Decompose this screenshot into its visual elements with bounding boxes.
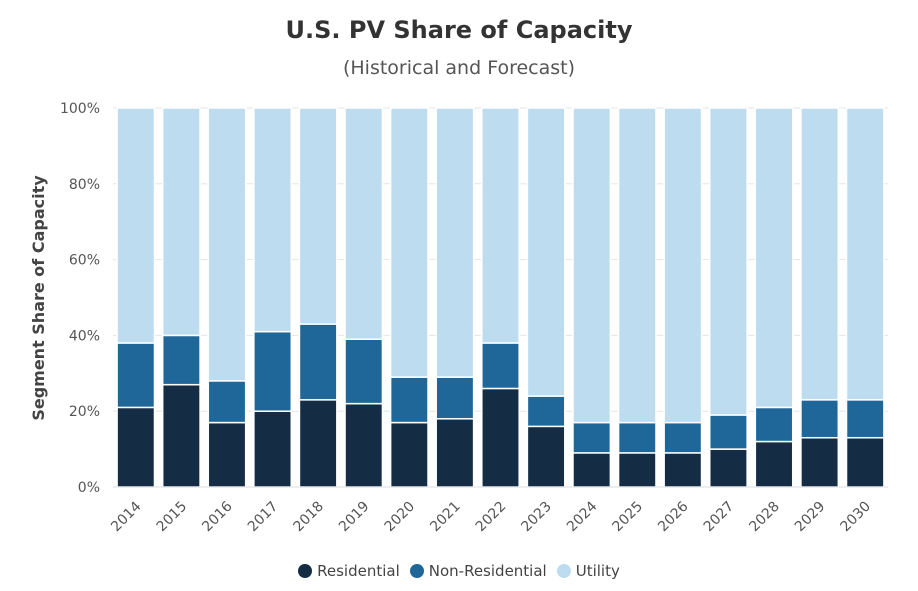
bar-segment-utility xyxy=(617,107,657,424)
bar-segment-utility xyxy=(161,107,201,337)
bar-segment-utility xyxy=(572,107,612,424)
bar-segment-utility xyxy=(298,107,338,325)
bar-segment-utility xyxy=(344,107,384,340)
bar-segment-non-residential xyxy=(481,342,520,390)
bar-segment-residential xyxy=(572,452,612,488)
bar-segment-utility xyxy=(389,107,429,378)
x-tick-label: 2021 xyxy=(427,499,464,536)
bar-segment-residential xyxy=(526,425,566,488)
bar-segment-non-residential xyxy=(800,399,840,439)
bar-segment-non-residential xyxy=(845,399,885,439)
y-tick-label: 60% xyxy=(69,253,100,269)
x-tick-label: 2020 xyxy=(382,499,419,536)
legend-item-residential: Residential xyxy=(298,562,400,580)
bar-segment-non-residential xyxy=(435,376,475,420)
y-tick-label: 80% xyxy=(69,177,100,193)
bar-segment-utility xyxy=(526,107,566,397)
legend-swatch xyxy=(298,564,313,578)
legend-label: Residential xyxy=(317,562,400,580)
bar-segment-residential xyxy=(389,421,429,488)
x-tick-label: 2023 xyxy=(518,499,555,536)
x-tick-label: 2014 xyxy=(108,498,145,535)
legend-label: Non-Residential xyxy=(428,562,547,580)
bar-segment-non-residential xyxy=(617,421,657,454)
bar-segment-non-residential xyxy=(389,376,429,424)
y-tick-label: 100% xyxy=(60,101,100,117)
chart-title: U.S. PV Share of Capacity xyxy=(285,16,633,44)
bar-segment-residential xyxy=(845,436,885,488)
bar-segment-utility xyxy=(116,107,156,344)
bar-segment-non-residential xyxy=(116,342,156,409)
x-tick-label: 2024 xyxy=(564,498,601,535)
y-axis-label: Segment Share of Capacity xyxy=(29,175,48,421)
x-tick-label: 2030 xyxy=(838,499,875,536)
x-tick-label: 2016 xyxy=(199,498,236,535)
bar-segment-residential xyxy=(253,410,292,488)
legend-swatch xyxy=(409,564,424,578)
y-tick-label: 0% xyxy=(78,480,100,496)
bar-segment-non-residential xyxy=(754,406,794,443)
bar-segment-utility xyxy=(845,107,885,401)
bar-segment-non-residential xyxy=(161,334,201,386)
bar-segment-residential xyxy=(344,402,384,488)
chart-subtitle: (Historical and Forecast) xyxy=(342,57,576,79)
x-tick-label: 2026 xyxy=(655,498,692,535)
x-tick-label: 2017 xyxy=(245,499,282,536)
bar-segment-non-residential xyxy=(207,380,247,424)
x-tick-label: 2022 xyxy=(473,499,510,536)
y-tick-label: 40% xyxy=(69,328,100,344)
bar-segment-non-residential xyxy=(526,395,566,428)
bar-segment-non-residential xyxy=(253,330,292,412)
bar-segment-residential xyxy=(298,399,338,488)
bar-segment-residential xyxy=(800,436,840,488)
x-tick-label: 2029 xyxy=(792,499,829,536)
legend-item-utility: Utility xyxy=(556,562,620,580)
bar-segment-non-residential xyxy=(709,414,748,450)
bar-segment-non-residential xyxy=(572,421,612,454)
bar-segment-residential xyxy=(617,452,657,488)
bar-segment-residential xyxy=(709,448,748,488)
bar-segment-residential xyxy=(207,421,247,488)
bar-segment-residential xyxy=(116,406,156,488)
x-tick-label: 2027 xyxy=(701,499,738,536)
bar-segment-utility xyxy=(481,107,520,344)
bar-segment-residential xyxy=(481,387,520,488)
bar-segment-non-residential xyxy=(344,338,384,405)
bar-segment-utility xyxy=(207,107,247,382)
legend-item-non-residential: Non-Residential xyxy=(409,562,547,580)
bar-segment-utility xyxy=(754,107,794,409)
bar-segment-utility xyxy=(435,107,475,378)
x-tick-label: 2015 xyxy=(154,499,191,536)
bar-segment-non-residential xyxy=(663,421,703,454)
bar-segment-non-residential xyxy=(298,323,338,401)
x-tick-label: 2028 xyxy=(746,499,783,536)
bar-segment-utility xyxy=(253,107,292,333)
x-tick-label: 2018 xyxy=(290,499,327,536)
bar-segment-residential xyxy=(161,383,201,488)
bar-segment-residential xyxy=(754,440,794,488)
x-tick-label: 2019 xyxy=(336,499,373,536)
bar-segment-utility xyxy=(800,107,840,401)
legend-label: Utility xyxy=(575,562,620,580)
legend: Residential Non-Residential Utility xyxy=(0,562,918,580)
bar-segment-utility xyxy=(663,107,703,424)
x-tick-label: 2025 xyxy=(610,499,647,536)
legend-swatch xyxy=(556,564,571,578)
bar-segment-residential xyxy=(663,452,703,488)
bar-segment-residential xyxy=(435,418,475,488)
y-tick-label: 20% xyxy=(69,404,100,420)
bar-segment-utility xyxy=(709,107,748,416)
